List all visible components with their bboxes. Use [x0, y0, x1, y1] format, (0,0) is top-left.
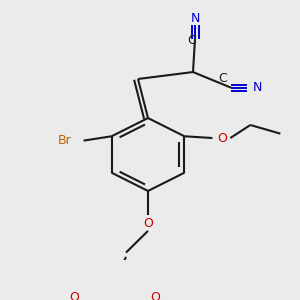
Text: N: N — [252, 81, 262, 94]
Text: C: C — [219, 73, 227, 85]
Text: O: O — [143, 218, 153, 230]
Text: O: O — [218, 131, 227, 145]
Text: Br: Br — [58, 134, 72, 147]
Text: N: N — [190, 12, 200, 25]
Text: C: C — [188, 34, 196, 47]
Text: O: O — [150, 291, 160, 300]
Text: O: O — [69, 291, 79, 300]
